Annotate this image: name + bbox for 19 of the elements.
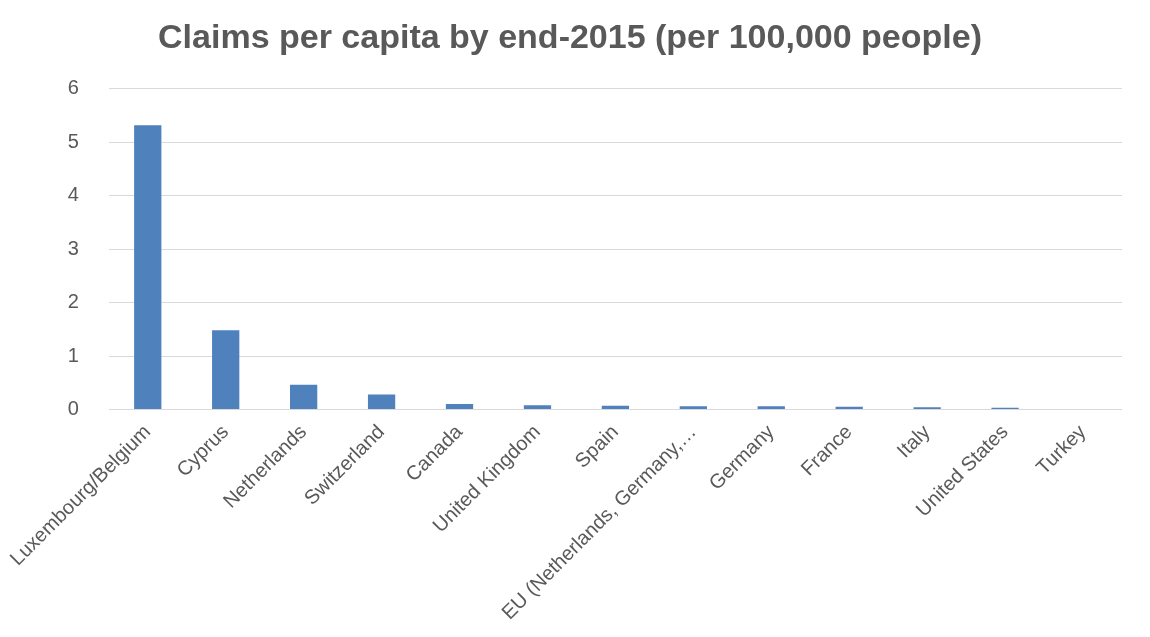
y-tick-label: 5 xyxy=(67,129,79,152)
bar xyxy=(523,405,552,409)
bar xyxy=(757,406,785,409)
y-tick-label: 6 xyxy=(67,76,79,99)
chart-title: Claims per capita by end-2015 (per 100,000 people) xyxy=(158,16,982,55)
bar xyxy=(212,330,240,409)
bar xyxy=(367,394,396,409)
y-tick-label: 2 xyxy=(67,290,79,313)
bar xyxy=(290,384,318,409)
y-tick-label: 4 xyxy=(67,183,79,206)
y-tick-label: 0 xyxy=(67,396,79,419)
y-tick-label: 3 xyxy=(67,236,79,259)
bar xyxy=(601,405,630,409)
bar xyxy=(835,406,863,409)
bar xyxy=(445,404,474,409)
bar xyxy=(134,125,162,409)
x-tick-label: Italy xyxy=(892,420,934,462)
bar xyxy=(679,406,707,409)
y-tick-label: 1 xyxy=(67,343,79,366)
